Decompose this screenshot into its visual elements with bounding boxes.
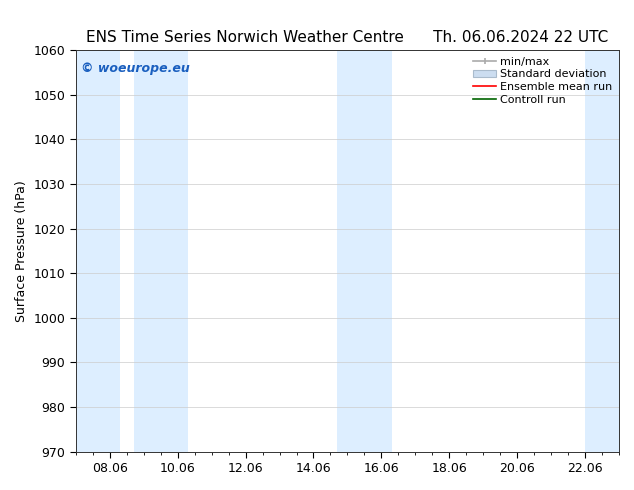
Bar [76, 50, 120, 452]
Legend: min/max, Standard deviation, Ensemble mean run, Controll run: min/max, Standard deviation, Ensemble me… [470, 53, 616, 108]
Bar [134, 50, 188, 452]
Title: ENS Time Series Norwich Weather Centre      Th. 06.06.2024 22 UTC: ENS Time Series Norwich Weather Centre T… [86, 30, 609, 45]
Bar [585, 50, 619, 452]
Text: © woeurope.eu: © woeurope.eu [81, 62, 190, 75]
Bar [337, 50, 392, 452]
Y-axis label: Surface Pressure (hPa): Surface Pressure (hPa) [15, 180, 28, 321]
